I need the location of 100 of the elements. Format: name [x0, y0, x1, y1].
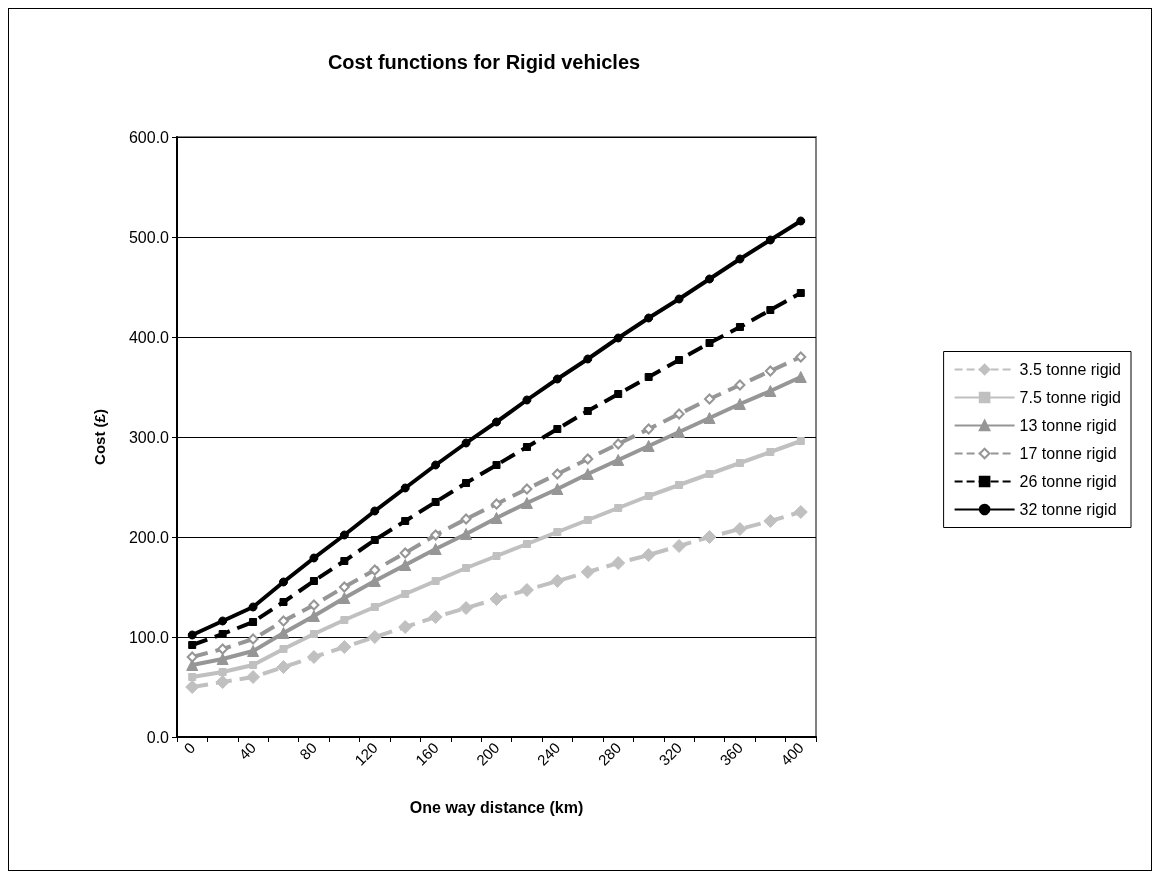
x-tick-label: 40 — [235, 738, 260, 763]
point — [642, 440, 655, 452]
point — [553, 425, 562, 433]
point — [614, 504, 623, 512]
point — [704, 393, 715, 405]
point — [703, 412, 716, 424]
point — [218, 630, 227, 638]
point — [764, 365, 776, 377]
point — [188, 641, 197, 649]
point — [492, 417, 501, 427]
point — [217, 643, 229, 655]
point — [490, 512, 503, 524]
point — [247, 645, 260, 657]
point — [370, 603, 379, 611]
point — [188, 673, 197, 681]
point — [428, 610, 443, 624]
point — [459, 601, 474, 615]
x-tick-label: 160 — [411, 738, 442, 769]
point — [552, 374, 562, 384]
point — [309, 577, 318, 585]
point — [431, 498, 440, 506]
x-tick-label: 240 — [533, 738, 564, 769]
point — [249, 661, 258, 669]
point — [461, 438, 471, 448]
x-tick-label: 320 — [655, 738, 686, 769]
point — [216, 653, 229, 665]
point — [583, 407, 592, 415]
point — [522, 395, 532, 405]
point — [519, 583, 534, 597]
point — [185, 680, 200, 694]
point — [793, 505, 808, 519]
point — [429, 543, 442, 555]
point — [309, 630, 318, 638]
point — [643, 423, 655, 435]
point — [249, 618, 258, 626]
legend-label: 26 tonne rigid — [1019, 473, 1117, 490]
x-axis-title: One way distance (km) — [409, 798, 584, 816]
point — [674, 294, 684, 304]
point — [612, 438, 624, 450]
point — [492, 461, 501, 469]
point — [522, 443, 531, 451]
point — [673, 408, 685, 420]
point — [277, 627, 290, 639]
x-tick-label: 360 — [716, 738, 746, 769]
point — [248, 602, 258, 612]
point — [705, 274, 714, 284]
x-tick-label: 80 — [296, 738, 320, 763]
point — [368, 575, 381, 587]
point — [400, 483, 410, 493]
x-tick-label: 120 — [351, 738, 381, 769]
point — [520, 497, 533, 509]
point — [734, 379, 746, 391]
point — [340, 557, 349, 565]
x-tick-label: 0 — [180, 738, 199, 757]
point — [702, 530, 717, 544]
y-tick-label: 500.0 — [128, 228, 170, 246]
point — [489, 592, 504, 606]
point — [672, 539, 687, 553]
point — [462, 479, 471, 487]
point — [641, 548, 656, 562]
point — [340, 616, 349, 624]
point — [492, 552, 501, 560]
point — [583, 516, 592, 524]
chart-title: Cost functions for Rigid vehicles — [327, 51, 641, 73]
y-tick-label: 200.0 — [128, 528, 170, 546]
point — [276, 660, 291, 674]
point — [401, 590, 410, 598]
point — [796, 216, 806, 226]
y-axis-title: Cost (£) — [91, 409, 108, 465]
point — [399, 559, 412, 571]
y-tick-label: 400.0 — [128, 328, 170, 346]
point — [763, 514, 778, 528]
y-tick-label: 0.0 — [146, 728, 170, 746]
point — [246, 670, 261, 684]
point — [522, 540, 531, 548]
point — [675, 481, 684, 489]
point — [614, 390, 623, 398]
point — [765, 235, 775, 245]
x-tick-label: 280 — [594, 738, 625, 769]
point — [705, 339, 714, 347]
point — [278, 615, 289, 627]
point — [370, 536, 379, 544]
point — [644, 373, 653, 381]
point — [431, 460, 441, 470]
point — [370, 506, 380, 516]
point — [430, 529, 442, 541]
point — [796, 437, 805, 445]
point — [732, 522, 747, 536]
point — [551, 483, 564, 495]
point — [308, 599, 320, 611]
legend-label: 7.5 tonne rigid — [1019, 389, 1121, 406]
point — [735, 254, 745, 264]
point — [401, 517, 410, 525]
point — [369, 564, 381, 576]
point — [367, 630, 382, 644]
point — [733, 398, 746, 410]
point — [794, 371, 807, 383]
point — [215, 675, 230, 689]
point — [279, 645, 288, 653]
point — [611, 556, 626, 570]
